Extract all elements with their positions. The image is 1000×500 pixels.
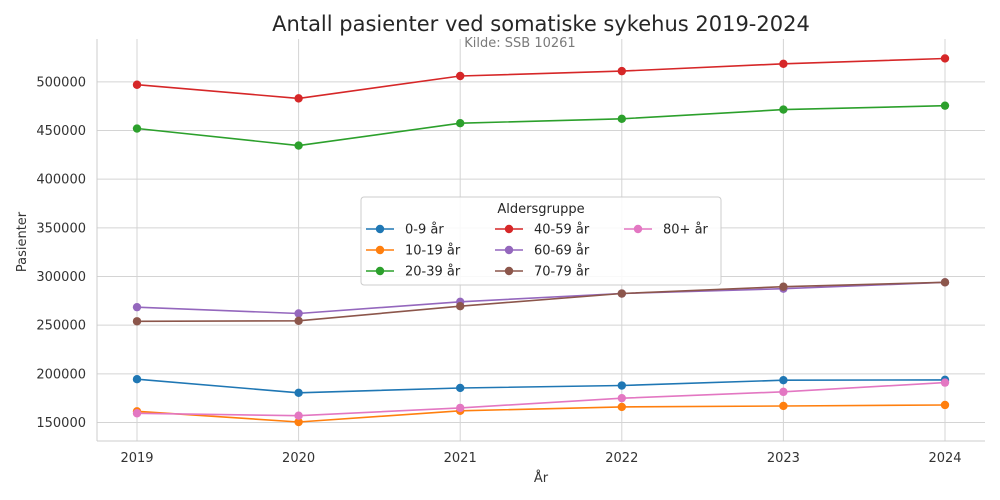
y-tick-label: 500000	[36, 75, 86, 90]
data-point	[617, 114, 626, 124]
data-point	[294, 309, 303, 318]
series-2	[132, 101, 950, 150]
legend-item: 0-9 år	[366, 223, 444, 238]
legend: Aldersgruppe 0-9 år 10-19 år 20-39 år 40-59…	[360, 196, 722, 286]
data-point	[294, 316, 303, 325]
legend-swatch-marker	[375, 266, 385, 276]
legend-swatch-marker	[504, 245, 514, 255]
data-point	[940, 101, 950, 110]
x-tick-label: 2024	[928, 451, 961, 466]
data-point	[617, 381, 626, 390]
data-point	[294, 388, 303, 398]
legend-label: 0-9 år	[405, 223, 444, 238]
data-point	[617, 289, 626, 298]
legend-item: 40-59 år	[495, 223, 590, 238]
x-tick-label: 2019	[120, 451, 153, 466]
legend-label: 70-79 år	[534, 265, 590, 280]
data-point	[779, 282, 788, 291]
data-point	[132, 409, 142, 418]
data-point	[940, 278, 950, 287]
axes	[96, 39, 985, 442]
legend-label: 10-19 år	[405, 244, 461, 259]
series-1	[132, 400, 950, 427]
legend-item: 70-79 år	[495, 265, 590, 280]
legend-frame	[360, 196, 722, 286]
legend-swatch-marker	[504, 266, 514, 276]
chart-subtitle: Kilde: SSB 10261	[464, 36, 575, 51]
data-point	[456, 383, 465, 393]
series-6	[132, 378, 950, 420]
data-point	[456, 403, 465, 413]
y-tick-label: 400000	[36, 173, 86, 188]
data-point	[617, 393, 626, 403]
data-point	[132, 374, 142, 384]
data-point	[779, 59, 788, 69]
legend-item: 60-69 år	[495, 244, 590, 259]
series-line	[136, 378, 946, 394]
y-tick-label: 350000	[36, 221, 86, 236]
legend-item: 10-19 år	[366, 244, 461, 259]
y-tick-label: 450000	[36, 124, 86, 139]
legend-label: 20-39 år	[405, 265, 461, 280]
legend-label: 60-69 år	[534, 244, 590, 259]
x-tick-label: 2023	[767, 451, 800, 466]
data-point	[294, 411, 303, 420]
data-point	[132, 80, 142, 89]
legend-title: Aldersgruppe	[497, 202, 584, 217]
legend-swatch-marker	[375, 224, 385, 234]
legend-label: 40-59 år	[534, 223, 590, 238]
series-lines	[132, 54, 950, 427]
y-tick-label: 200000	[36, 367, 86, 382]
data-point	[456, 71, 465, 81]
legend-item: 20-39 år	[366, 265, 461, 280]
chart-title: Antall pasienter ved somatiske sykehus 2…	[272, 12, 810, 36]
x-tick-label: 2021	[444, 451, 477, 466]
series-5	[132, 278, 950, 326]
data-point	[294, 417, 303, 427]
data-point	[617, 402, 626, 412]
y-tick-label: 300000	[36, 270, 86, 285]
series-line	[136, 281, 946, 323]
data-point	[294, 94, 303, 103]
data-point	[940, 54, 950, 63]
tick-labels: 150000 200000 250000 300000 350000 400000 4500…	[36, 75, 961, 466]
y-tick-label: 150000	[36, 416, 86, 431]
y-axis-title: Pasienter	[15, 211, 30, 272]
legend-item: 80+ år	[624, 223, 709, 238]
legend-swatch-marker	[504, 224, 514, 234]
data-point	[132, 317, 142, 326]
data-point	[779, 387, 788, 397]
x-tick-label: 2022	[605, 451, 638, 466]
data-point	[779, 401, 788, 411]
x-tick-label: 2020	[282, 451, 315, 466]
data-point	[940, 378, 950, 387]
legend-label: 80+ år	[663, 223, 709, 238]
series-3	[132, 54, 950, 103]
data-point	[132, 124, 142, 133]
data-point	[132, 302, 142, 312]
data-point	[779, 105, 788, 114]
series-line	[136, 404, 946, 423]
legend-swatch-marker	[375, 245, 385, 255]
y-tick-label: 250000	[36, 319, 86, 334]
x-axis-title: År	[534, 470, 549, 486]
legend-swatch-marker	[633, 224, 643, 234]
series-line	[136, 57, 946, 100]
data-point	[617, 66, 626, 76]
data-point	[779, 375, 788, 385]
series-line	[136, 281, 946, 315]
data-point	[456, 301, 465, 311]
data-point	[940, 400, 950, 410]
data-point	[456, 118, 465, 128]
series-line	[136, 381, 946, 417]
series-0	[132, 374, 950, 398]
series-line	[136, 104, 946, 147]
data-point	[294, 141, 303, 150]
